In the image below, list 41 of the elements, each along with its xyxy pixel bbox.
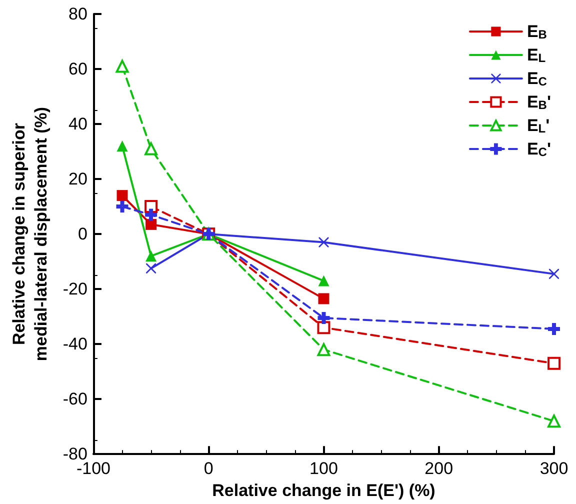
x-tick-label: 100	[310, 459, 338, 478]
point	[317, 343, 330, 356]
legend-label: EL'	[526, 116, 550, 136]
point	[317, 321, 330, 334]
x-tick-label: 0	[204, 459, 214, 478]
legend-label: EC	[526, 69, 548, 88]
point	[549, 268, 559, 279]
point	[318, 237, 329, 248]
x-tick-label: -100	[76, 459, 110, 478]
point	[548, 414, 560, 428]
point	[318, 275, 330, 286]
point	[318, 312, 330, 324]
point	[548, 356, 560, 370]
y-tick-label: 0	[78, 224, 88, 244]
legend-label: EC'	[526, 140, 552, 159]
x-axis-title: Relative change in E(E') (%)	[212, 481, 436, 500]
y-tick-label: 20	[68, 170, 88, 189]
point	[145, 208, 158, 221]
point	[144, 200, 158, 214]
point	[548, 322, 560, 335]
y-tick-label: -60	[62, 390, 88, 409]
x-tick-label: 200	[424, 459, 454, 478]
point	[146, 250, 157, 262]
point	[318, 293, 330, 304]
y-tick-label: -40	[62, 334, 88, 354]
point	[146, 263, 156, 274]
y-axis-title: Relative change in superior medial-lateral displacement (%)	[10, 106, 50, 362]
y-tick-label: 60	[68, 60, 88, 79]
y-tick-label: 40	[68, 114, 88, 134]
point	[116, 190, 128, 202]
point	[146, 218, 157, 230]
point	[116, 200, 128, 213]
legend-label: EL	[526, 46, 546, 65]
y-tick-label: 80	[68, 4, 88, 24]
point	[116, 140, 128, 152]
point	[144, 142, 158, 156]
y-tick-label: -20	[62, 280, 88, 299]
point	[116, 60, 129, 73]
legend-label: EB'	[526, 92, 552, 112]
x-tick-label: 300	[540, 459, 568, 478]
legend-label: EB	[526, 22, 548, 42]
